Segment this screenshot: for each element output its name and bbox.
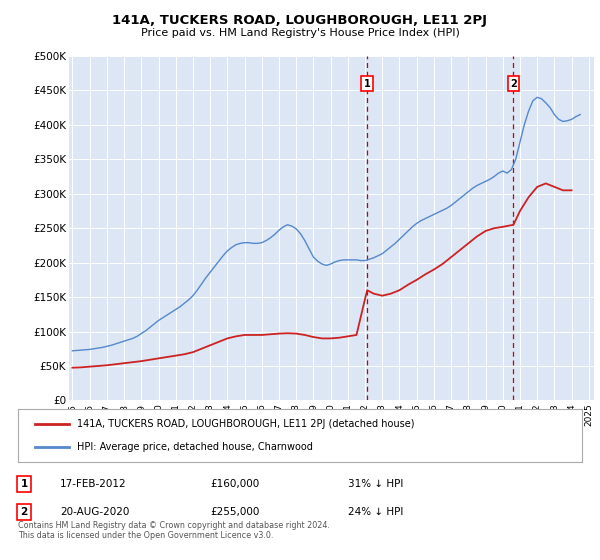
Text: 141A, TUCKERS ROAD, LOUGHBOROUGH, LE11 2PJ: 141A, TUCKERS ROAD, LOUGHBOROUGH, LE11 2… <box>113 14 487 27</box>
Text: 31% ↓ HPI: 31% ↓ HPI <box>348 479 403 489</box>
Text: 20-AUG-2020: 20-AUG-2020 <box>60 507 130 517</box>
Text: £255,000: £255,000 <box>210 507 259 517</box>
Text: Contains HM Land Registry data © Crown copyright and database right 2024.
This d: Contains HM Land Registry data © Crown c… <box>18 521 330 540</box>
Text: £160,000: £160,000 <box>210 479 259 489</box>
Text: HPI: Average price, detached house, Charnwood: HPI: Average price, detached house, Char… <box>77 442 313 452</box>
Text: 141A, TUCKERS ROAD, LOUGHBOROUGH, LE11 2PJ (detached house): 141A, TUCKERS ROAD, LOUGHBOROUGH, LE11 2… <box>77 419 415 429</box>
Text: 2: 2 <box>510 78 517 88</box>
Text: 1: 1 <box>20 479 28 489</box>
Text: 17-FEB-2012: 17-FEB-2012 <box>60 479 127 489</box>
Text: Price paid vs. HM Land Registry's House Price Index (HPI): Price paid vs. HM Land Registry's House … <box>140 28 460 38</box>
Text: 2: 2 <box>20 507 28 517</box>
Text: 1: 1 <box>364 78 371 88</box>
Text: 24% ↓ HPI: 24% ↓ HPI <box>348 507 403 517</box>
